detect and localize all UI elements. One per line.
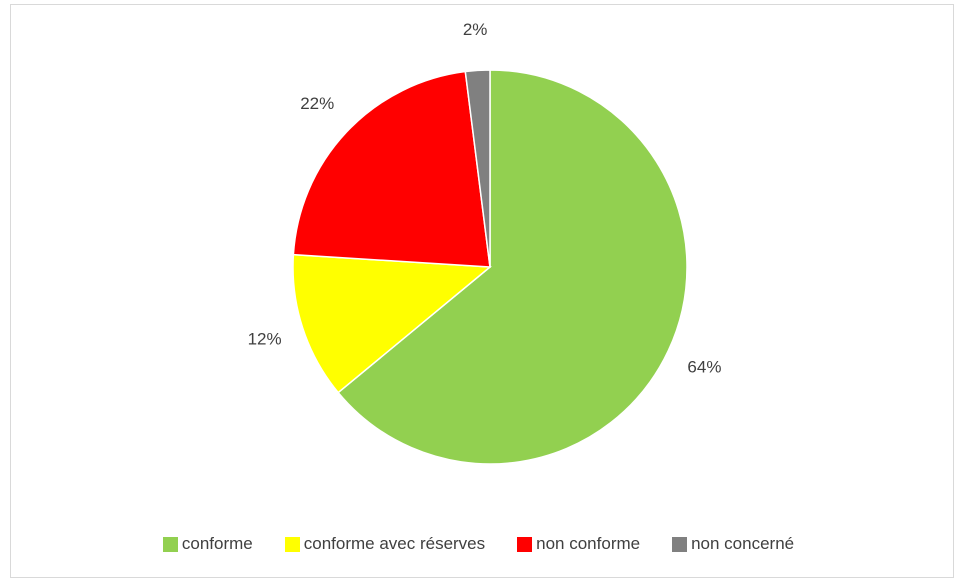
data-label-non-conforme: 22%	[300, 94, 334, 113]
pie-data-labels: 64% 12% 22% 2%	[248, 20, 722, 376]
legend-swatch-conforme	[162, 536, 178, 552]
data-label-conforme: 64%	[687, 357, 721, 376]
legend-label-conforme-avec-reserves: conforme avec réserves	[303, 534, 486, 553]
data-label-non-concerne: 2%	[463, 20, 488, 39]
legend-item-non-conforme: non conforme	[517, 534, 640, 554]
pie-slices	[292, 69, 688, 465]
pie-slice-non-conforme	[292, 70, 491, 268]
legend-swatch-conforme-avec-reserves	[284, 536, 300, 552]
data-label-conforme-avec-reserves: 12%	[248, 330, 282, 349]
pie-slice-conforme	[337, 69, 688, 465]
legend-swatch-non-concerne	[672, 536, 688, 552]
pie-slice-non-concerne	[464, 69, 491, 268]
legend-item-non-concerne: non concerné	[672, 534, 794, 554]
legend: conforme conforme avec réserves non conf…	[0, 534, 957, 554]
legend-label-conforme: conforme	[181, 534, 253, 553]
pie-slice-conforme-avec-reserves	[292, 253, 492, 394]
legend-swatch-non-conforme	[517, 536, 533, 552]
legend-item-conforme-avec-reserves: conforme avec réserves	[284, 534, 486, 554]
legend-label-non-conforme: non conforme	[536, 534, 641, 553]
legend-item-conforme: conforme	[162, 534, 253, 554]
legend-label-non-concerne: non concerné	[691, 534, 795, 553]
